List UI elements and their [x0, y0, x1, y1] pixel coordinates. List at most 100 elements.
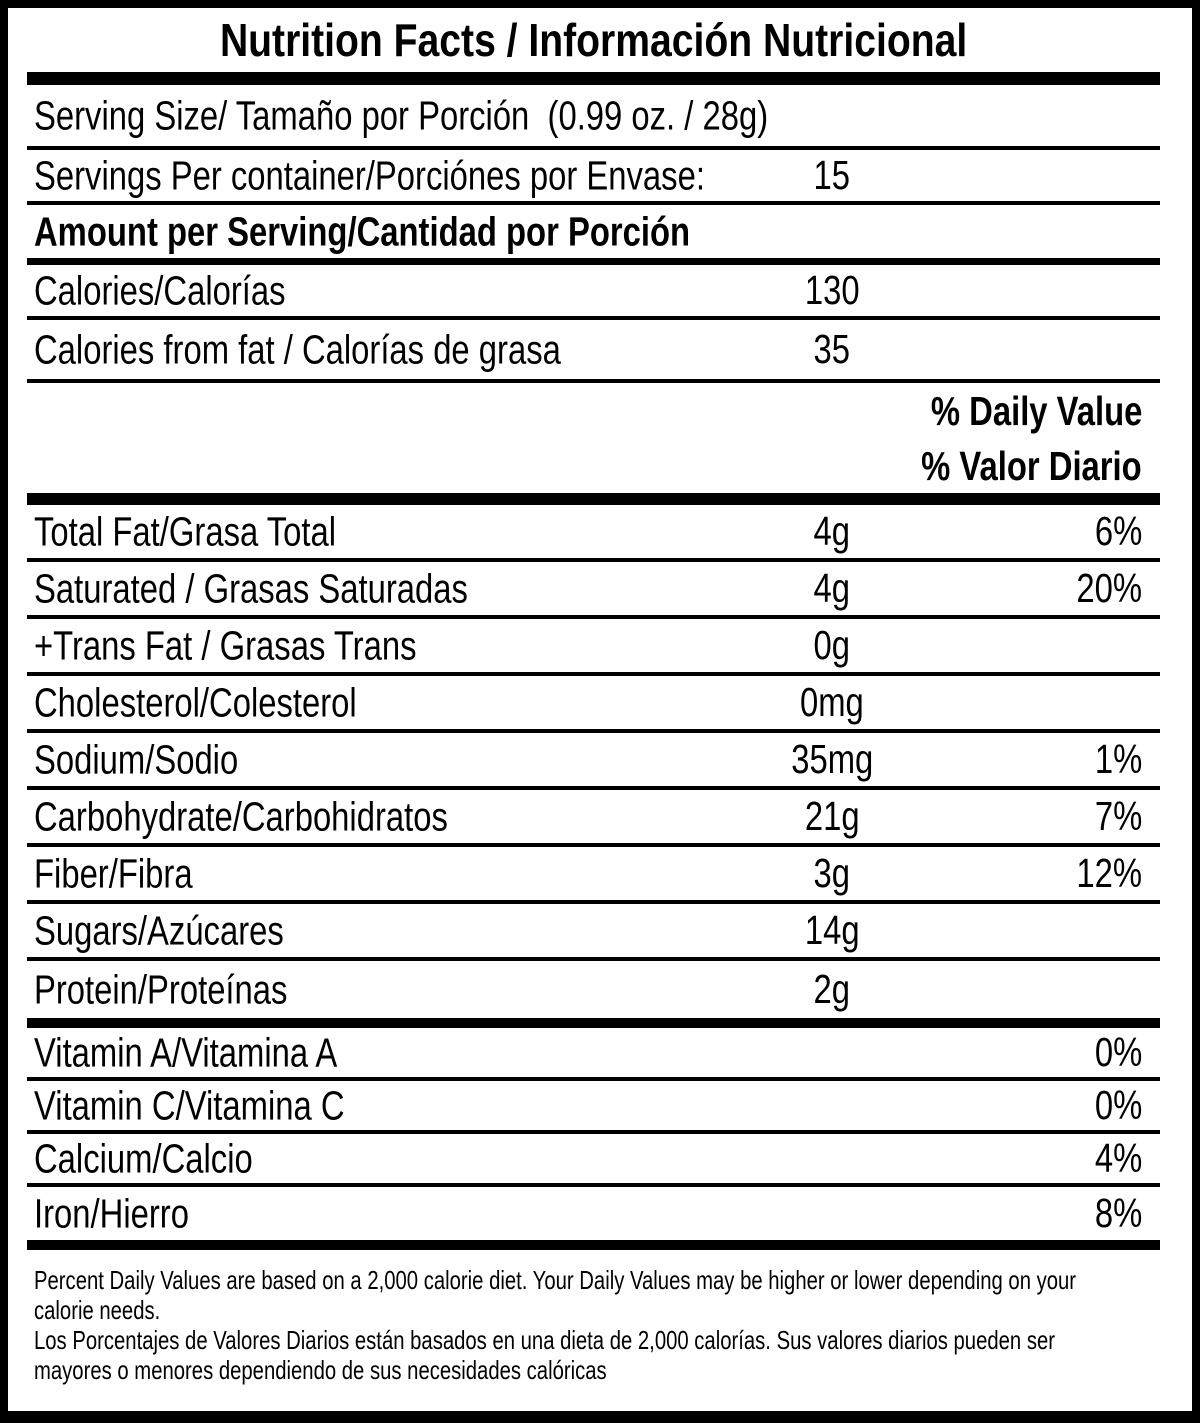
nutrient-label: Carbohydrate/Carbohidratos	[27, 790, 682, 843]
nutrient-label-text: Vitamin C/Vitamina C	[34, 1082, 345, 1128]
nutrient-daily-value-text: 0%	[1094, 1029, 1142, 1075]
nutrient-amount	[682, 1187, 982, 1240]
nutrient-daily-value-text: 1%	[1094, 736, 1142, 782]
nutrient-label-text: Sugars/Azúcares	[34, 907, 284, 953]
amount-per-serving-header-row: Amount per Serving/Cantidad por Porción	[27, 205, 1160, 258]
nutrient-amount: 0g	[682, 619, 982, 672]
nutrient-amount-text: 0g	[813, 622, 851, 668]
nutrient-daily-value: 20%	[982, 562, 1160, 615]
nutrient-daily-value-text: 6%	[1094, 508, 1142, 554]
calories-from-fat-label: Calories from fat / Calorías de grasa	[34, 326, 561, 372]
nutrient-row: Saturated / Grasas Saturadas 4g 20%	[27, 562, 1160, 619]
calories-value: 130	[804, 267, 860, 313]
nutrient-daily-value	[982, 619, 1160, 672]
footnote-line-text: Percent Daily Values are based on a 2,00…	[34, 1264, 1077, 1295]
calories-from-fat-dv-cell	[982, 320, 1160, 379]
nutrient-amount-text: 2g	[813, 966, 851, 1012]
footnote-line: mayores o menores dependiendo de sus nec…	[34, 1355, 1160, 1385]
label-title: Nutrition Facts / Información Nutriciona…	[219, 14, 968, 66]
amount-per-serving-header: Amount per Serving/Cantidad por Porción	[34, 208, 691, 254]
nutrient-daily-value: 12%	[982, 847, 1160, 900]
nutrient-amount-text: 0mg	[800, 679, 864, 725]
footnotes: Percent Daily Values are based on a 2,00…	[27, 1250, 1160, 1408]
nutrient-label-text: Saturated / Grasas Saturadas	[34, 565, 468, 611]
serving-size-label-cell: Serving Size/ Tamaño por Porción (0.99 o…	[27, 85, 1160, 146]
nutrient-label: Vitamin C/Vitamina C	[27, 1081, 682, 1130]
footnote-line: Percent Daily Values are based on a 2,00…	[34, 1265, 1160, 1295]
servings-per-container-label-cell: Servings Per container/Porciónes por Env…	[27, 150, 705, 201]
nutrient-row: Carbohydrate/Carbohidratos 21g 7%	[27, 790, 1160, 847]
nutrient-amount: 35mg	[682, 733, 982, 786]
nutrient-label-text: Calcium/Calcio	[34, 1135, 253, 1181]
nutrient-amount	[682, 1081, 982, 1130]
nutrient-label: Sugars/Azúcares	[27, 904, 682, 957]
nutrient-amount: 3g	[682, 847, 982, 900]
nutrient-row: +Trans Fat / Grasas Trans 0g	[27, 619, 1160, 676]
calories-from-fat-value: 35	[813, 326, 851, 372]
nutrient-row: Calcium/Calcio 4%	[27, 1134, 1160, 1187]
serving-size-row: Serving Size/ Tamaño por Porción (0.99 o…	[27, 85, 1160, 150]
nutrient-label-text: Sodium/Sodio	[34, 736, 239, 782]
calories-label-cell: Calories/Calorías	[27, 265, 682, 316]
nutrient-label-text: Iron/Hierro	[34, 1190, 189, 1236]
nutrient-label: Fiber/Fibra	[27, 847, 682, 900]
nutrient-label: +Trans Fat / Grasas Trans	[27, 619, 682, 672]
nutrient-amount: 4g	[682, 505, 982, 558]
nutrient-label: Cholesterol/Colesterol	[27, 676, 682, 729]
servings-per-container-value-cell: 15	[682, 150, 982, 201]
nutrient-row: Fiber/Fibra 3g 12%	[27, 847, 1160, 904]
nutrient-amount	[682, 1028, 982, 1077]
calories-from-fat-value-cell: 35	[682, 320, 982, 379]
nutrient-amount: 4g	[682, 562, 982, 615]
nutrient-label-text: Vitamin A/Vitamina A	[34, 1029, 338, 1075]
amount-per-serving-header-cell: Amount per Serving/Cantidad por Porción	[27, 205, 1160, 258]
nutrient-amount: 14g	[682, 904, 982, 957]
calories-from-fat-row: Calories from fat / Calorías de grasa 35	[27, 320, 1160, 383]
nutrients-table: Total Fat/Grasa Total 4g 6% Saturated / Gra…	[27, 505, 1160, 1250]
nutrient-row: Vitamin A/Vitamina A 0%	[27, 1028, 1160, 1081]
nutrient-daily-value	[982, 904, 1160, 957]
footnote-en: Percent Daily Values are based on a 2,00…	[34, 1265, 1160, 1325]
footnote-line: calorie needs.	[34, 1295, 1160, 1325]
daily-value-thick-divider	[27, 493, 1160, 505]
nutrient-row: Sodium/Sodio 35mg 1%	[27, 733, 1160, 790]
nutrient-amount	[682, 1134, 982, 1183]
amount-header-divider	[27, 258, 1160, 265]
nutrient-daily-value: 6%	[982, 505, 1160, 558]
footnote-line: Los Porcentajes de Valores Diarios están…	[34, 1325, 1160, 1355]
servings-per-container-row: Servings Per container/Porciónes por Env…	[27, 150, 1160, 205]
nutrient-label: Calcium/Calcio	[27, 1134, 682, 1183]
footnote-es: Los Porcentajes de Valores Diarios están…	[34, 1325, 1160, 1385]
nutrient-label-text: Carbohydrate/Carbohidratos	[34, 793, 448, 839]
title-thick-divider	[27, 72, 1160, 85]
nutrient-label-text: +Trans Fat / Grasas Trans	[34, 622, 417, 668]
nutrient-daily-value: 7%	[982, 790, 1160, 843]
nutrient-daily-value-text: 0%	[1094, 1082, 1142, 1128]
nutrient-label: Total Fat/Grasa Total	[27, 505, 682, 558]
nutrient-row: Sugars/Azúcares 14g	[27, 904, 1160, 961]
nutrient-label-text: Cholesterol/Colesterol	[34, 679, 357, 725]
calories-label: Calories/Calorías	[34, 267, 286, 313]
nutrient-daily-value: 4%	[982, 1134, 1160, 1183]
nutrient-daily-value-text: 12%	[1076, 850, 1142, 896]
thick-divider	[27, 1018, 1160, 1028]
nutrient-amount: 0mg	[682, 676, 982, 729]
nutrient-row: Iron/Hierro 8%	[27, 1187, 1160, 1240]
nutrient-daily-value-text: 7%	[1094, 793, 1142, 839]
nutrient-amount-text: 4g	[813, 565, 851, 611]
nutrient-daily-value-text: 4%	[1094, 1135, 1142, 1181]
calories-dv-cell	[982, 265, 1160, 316]
nutrient-amount-text: 3g	[813, 850, 851, 896]
nutrient-daily-value: 0%	[982, 1028, 1160, 1077]
nutrient-amount-text: 35mg	[790, 736, 874, 782]
nutrient-row: Cholesterol/Colesterol 0mg	[27, 676, 1160, 733]
nutrient-amount-text: 14g	[804, 907, 860, 953]
daily-value-header-en-row: % Daily Value	[27, 383, 1160, 440]
label-title-row: Nutrition Facts / Información Nutriciona…	[27, 8, 1160, 72]
nutrient-label: Iron/Hierro	[27, 1187, 682, 1240]
nutrient-amount: 21g	[682, 790, 982, 843]
nutrient-daily-value	[982, 961, 1160, 1018]
nutrient-label-text: Protein/Proteínas	[34, 966, 288, 1012]
nutrient-daily-value-text: 20%	[1076, 565, 1142, 611]
